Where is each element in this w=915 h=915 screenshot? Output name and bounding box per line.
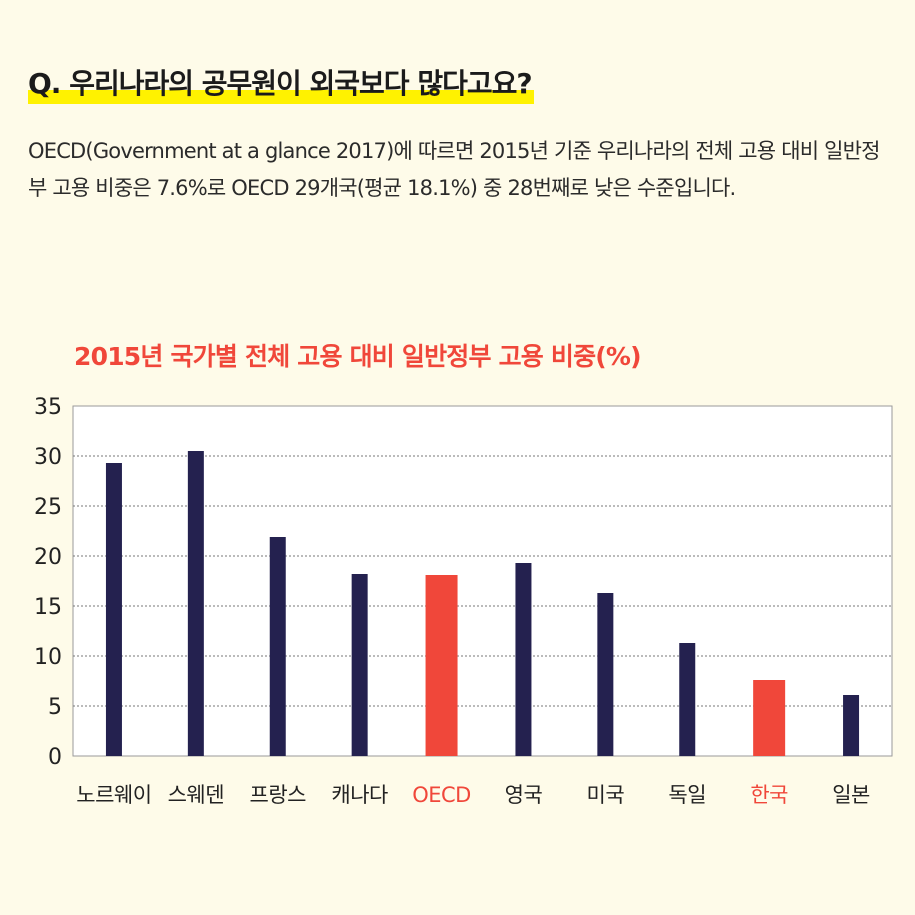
x-tick-label: OECD <box>412 783 471 807</box>
bar-6 <box>597 593 614 756</box>
y-tick-label: 35 <box>34 395 62 420</box>
x-tick-label: 한국 <box>750 783 788 807</box>
x-tick-label: 노르웨이 <box>76 783 151 807</box>
x-tick-label: 미국 <box>587 783 625 807</box>
bar-0 <box>105 463 122 756</box>
x-tick-label: 독일 <box>668 783 706 807</box>
question-heading: Q. 우리나라의 공무원이 외국보다 많다고요? <box>28 62 534 104</box>
bar-8 <box>753 680 786 756</box>
x-tick-label: 일본 <box>832 783 870 807</box>
y-tick-label: 25 <box>34 495 62 520</box>
x-tick-label: 프랑스 <box>250 783 307 807</box>
bar-2 <box>269 537 286 756</box>
chart-title: 2015년 국가별 전체 고용 대비 일반정부 고용 비중(%) <box>74 342 642 371</box>
bar-3 <box>351 574 368 756</box>
x-tick-label: 스웨덴 <box>168 783 224 807</box>
y-tick-label: 20 <box>34 545 62 570</box>
y-tick-label: 15 <box>34 595 62 620</box>
bar-9 <box>843 695 860 756</box>
bar-7 <box>679 643 696 756</box>
bar-4 <box>425 575 458 756</box>
bar-5 <box>515 563 532 756</box>
y-tick-label: 5 <box>48 695 62 720</box>
description-text: OECD(Government at a glance 2017)에 따르면 2… <box>28 139 880 200</box>
y-tick-label: 0 <box>48 745 62 770</box>
question-text: Q. 우리나라의 공무원이 외국보다 많다고요? <box>28 67 533 100</box>
y-tick-label: 10 <box>34 645 62 670</box>
x-tick-label: 영국 <box>505 783 543 807</box>
x-tick-label: 캐나다 <box>331 783 388 807</box>
bar-1 <box>187 451 204 756</box>
y-tick-label: 30 <box>34 445 62 470</box>
